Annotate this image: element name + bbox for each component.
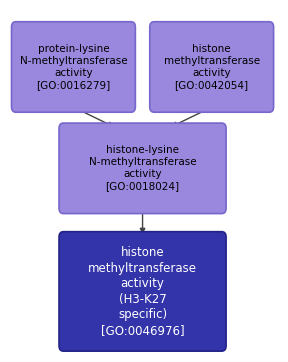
FancyBboxPatch shape: [59, 123, 226, 214]
FancyBboxPatch shape: [150, 22, 274, 112]
Text: histone
methyltransferase
activity
[GO:0042054]: histone methyltransferase activity [GO:0…: [164, 44, 260, 90]
FancyBboxPatch shape: [59, 232, 226, 351]
Text: histone
methyltransferase
activity
(H3-K27
specific)
[GO:0046976]: histone methyltransferase activity (H3-K…: [88, 246, 197, 337]
Text: protein-lysine
N-methyltransferase
activity
[GO:0016279]: protein-lysine N-methyltransferase activ…: [20, 44, 127, 90]
Text: histone-lysine
N-methyltransferase
activity
[GO:0018024]: histone-lysine N-methyltransferase activ…: [89, 145, 196, 191]
FancyBboxPatch shape: [12, 22, 135, 112]
